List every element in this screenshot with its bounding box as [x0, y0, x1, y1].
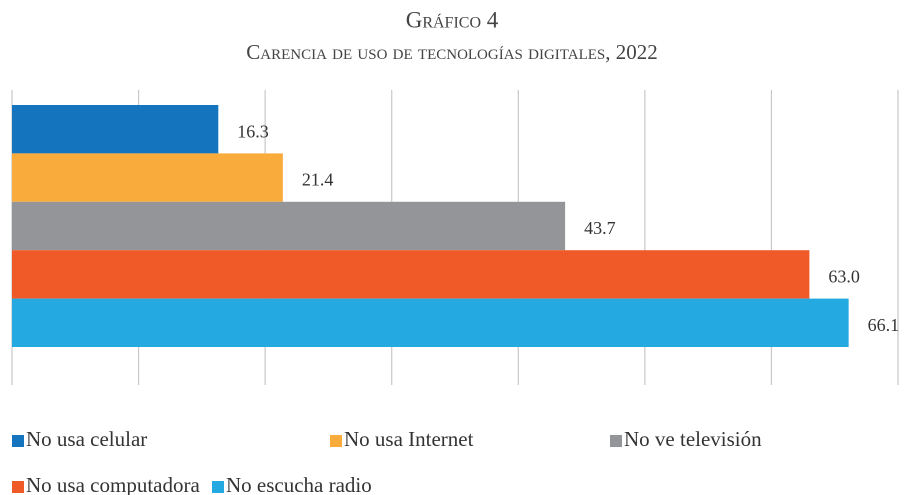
legend-label: No ve televisión — [624, 427, 762, 451]
bar — [12, 105, 219, 154]
legend-label: No escucha radio — [226, 473, 372, 495]
bar — [12, 153, 283, 202]
data-label: 43.7 — [584, 218, 616, 238]
data-label: 16.3 — [237, 121, 269, 141]
legend-swatch — [12, 435, 24, 447]
data-label: 21.4 — [302, 170, 334, 190]
data-label: 63.0 — [828, 267, 860, 287]
legend-swatch — [212, 481, 224, 493]
legend-swatch — [610, 435, 622, 447]
legend-swatch — [330, 435, 342, 447]
bar — [12, 298, 849, 347]
legend-swatch — [12, 481, 24, 493]
legend-label: No usa celular — [26, 427, 147, 451]
bar — [12, 250, 810, 299]
data-label: 66.1 — [868, 315, 900, 335]
bar — [12, 201, 566, 251]
legend-label: No usa computadora — [26, 473, 200, 495]
chart-title: Gráfico 4 — [406, 7, 499, 32]
legend-label: No usa Internet — [344, 427, 474, 451]
chart-subtitle: Carencia de uso de tecnologías digitales… — [246, 40, 658, 64]
